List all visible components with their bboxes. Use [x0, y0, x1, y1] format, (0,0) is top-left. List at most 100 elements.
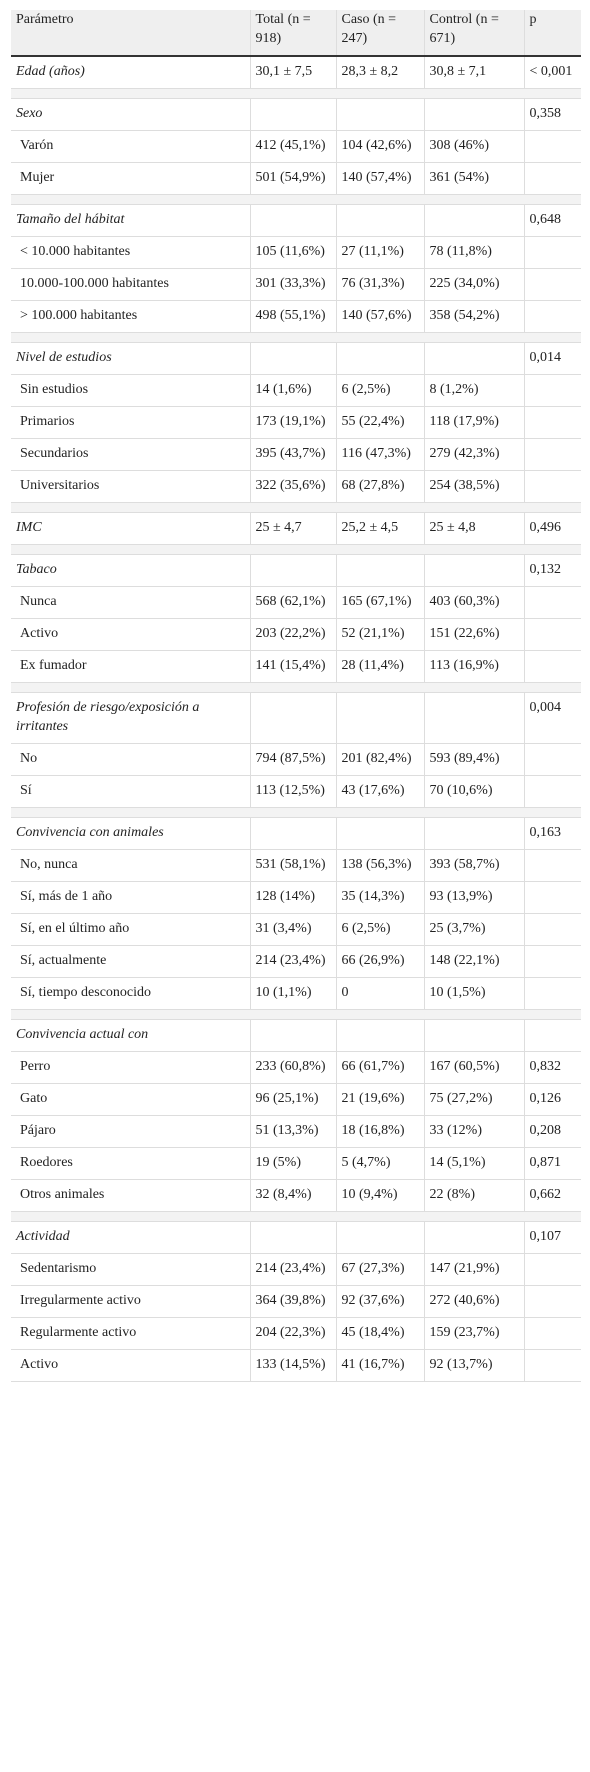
row-label: Regularmente activo	[11, 1317, 251, 1350]
data-row: Sí, tiempo desconocido 10 (1,1%) 0 10 (1,5%…	[11, 977, 581, 1010]
cell	[424, 817, 525, 850]
spacer-row	[11, 1009, 581, 1020]
data-row: Sí 113 (12,5%) 43 (17,6%) 70 (10,6%)	[11, 775, 581, 808]
spacer-cell	[11, 1211, 581, 1222]
group-label: Tabaco	[11, 554, 251, 587]
cell: 0,662	[524, 1179, 581, 1212]
cell	[524, 849, 581, 882]
cell: 272 (40,6%)	[424, 1285, 525, 1318]
spacer-row	[11, 502, 581, 513]
cell	[424, 554, 525, 587]
spacer-cell	[11, 332, 581, 343]
row-label: Sí, actualmente	[11, 945, 251, 978]
cell: 0,358	[524, 98, 581, 131]
cell	[524, 618, 581, 651]
cell: 173 (19,1%)	[250, 406, 337, 439]
spacer-cell	[11, 502, 581, 513]
cell: 113 (16,9%)	[424, 650, 525, 683]
cell: 75 (27,2%)	[424, 1083, 525, 1116]
cell	[524, 130, 581, 163]
group-label: Tamaño del hábitat	[11, 204, 251, 237]
cell: 28 (11,4%)	[336, 650, 425, 683]
group-row: Sexo 0,358	[11, 98, 581, 131]
cell	[336, 1221, 425, 1254]
spacer-row	[11, 807, 581, 818]
cell: 19 (5%)	[250, 1147, 337, 1180]
cell	[524, 470, 581, 503]
cell: 105 (11,6%)	[250, 236, 337, 269]
group-label: Nivel de estudios	[11, 342, 251, 375]
header-cell: Caso (n = 247)	[336, 10, 425, 57]
group-label: Sexo	[11, 98, 251, 131]
cell	[524, 881, 581, 914]
cell: 151 (22,6%)	[424, 618, 525, 651]
cell: 25 (3,7%)	[424, 913, 525, 946]
cell: 10 (1,5%)	[424, 977, 525, 1010]
cell: 14 (1,6%)	[250, 374, 337, 407]
cell: 214 (23,4%)	[250, 1253, 337, 1286]
row-label: Activo	[11, 1349, 251, 1382]
group-row: Edad (años) 30,1 ± 7,5 28,3 ± 8,2 30,8 ± 7,…	[11, 56, 581, 89]
cell: 133 (14,5%)	[250, 1349, 337, 1382]
data-row: Sí, en el último año 31 (3,4%) 6 (2,5%) 25 …	[11, 913, 581, 946]
data-row: Mujer 501 (54,9%) 140 (57,4%) 361 (54%)	[11, 162, 581, 195]
cell: 0,004	[524, 692, 581, 744]
spacer-cell	[11, 544, 581, 555]
spacer-cell	[11, 682, 581, 693]
cell: 412 (45,1%)	[250, 130, 337, 163]
cell: 393 (58,7%)	[424, 849, 525, 882]
cell: 0,871	[524, 1147, 581, 1180]
data-row: Activo 133 (14,5%) 41 (16,7%) 92 (13,7%)	[11, 1349, 581, 1382]
cell: 308 (46%)	[424, 130, 525, 163]
cell: 76 (31,3%)	[336, 268, 425, 301]
spacer-cell	[11, 807, 581, 818]
cell: 358 (54,2%)	[424, 300, 525, 333]
cell: 159 (23,7%)	[424, 1317, 525, 1350]
cell: 254 (38,5%)	[424, 470, 525, 503]
cell: 233 (60,8%)	[250, 1051, 337, 1084]
cell	[524, 438, 581, 471]
cell: 0,208	[524, 1115, 581, 1148]
group-row: Convivencia con animales 0,163	[11, 817, 581, 850]
cell: 68 (27,8%)	[336, 470, 425, 503]
data-row: Sedentarismo 214 (23,4%) 67 (27,3%) 147 (21…	[11, 1253, 581, 1286]
data-row: Otros animales 32 (8,4%) 10 (9,4%) 22 (8%) 0…	[11, 1179, 581, 1212]
group-label: Actividad	[11, 1221, 251, 1254]
data-row: Sí, actualmente 214 (23,4%) 66 (26,9%) 148 …	[11, 945, 581, 978]
cell: 6 (2,5%)	[336, 913, 425, 946]
cell: 18 (16,8%)	[336, 1115, 425, 1148]
cell: 6 (2,5%)	[336, 374, 425, 407]
row-label: Irregularmente activo	[11, 1285, 251, 1318]
cell: 67 (27,3%)	[336, 1253, 425, 1286]
table-body: Edad (años) 30,1 ± 7,5 28,3 ± 8,2 30,8 ± 7,…	[11, 56, 581, 1382]
cell	[336, 342, 425, 375]
data-row: > 100.000 habitantes 498 (55,1%) 140 (57,6…	[11, 300, 581, 333]
cell: 30,8 ± 7,1	[424, 56, 525, 89]
spacer-row	[11, 332, 581, 343]
cell: 78 (11,8%)	[424, 236, 525, 269]
cell	[336, 554, 425, 587]
cell	[336, 204, 425, 237]
cell: 361 (54%)	[424, 162, 525, 195]
table-header: Parámetro Total (n = 918) Caso (n = 247) Co…	[11, 10, 581, 57]
cell	[524, 913, 581, 946]
group-label: IMC	[11, 512, 251, 545]
cell	[336, 1019, 425, 1052]
cell	[524, 1349, 581, 1382]
cell: 93 (13,9%)	[424, 881, 525, 914]
cell: 0,496	[524, 512, 581, 545]
cell: 203 (22,2%)	[250, 618, 337, 651]
header-row: Parámetro Total (n = 918) Caso (n = 247) Co…	[11, 10, 581, 57]
data-row: Activo 203 (22,2%) 52 (21,1%) 151 (22,6%)	[11, 618, 581, 651]
cell	[524, 300, 581, 333]
data-row: Gato 96 (25,1%) 21 (19,6%) 75 (27,2%) 0,126	[11, 1083, 581, 1116]
cell: 41 (16,7%)	[336, 1349, 425, 1382]
data-row: Sí, más de 1 año 128 (14%) 35 (14,3%) 93 (1…	[11, 881, 581, 914]
group-row: Tamaño del hábitat 0,648	[11, 204, 581, 237]
cell: 568 (62,1%)	[250, 586, 337, 619]
cell	[250, 554, 337, 587]
cell	[424, 342, 525, 375]
cell	[524, 268, 581, 301]
cell	[250, 1019, 337, 1052]
cell: 27 (11,1%)	[336, 236, 425, 269]
